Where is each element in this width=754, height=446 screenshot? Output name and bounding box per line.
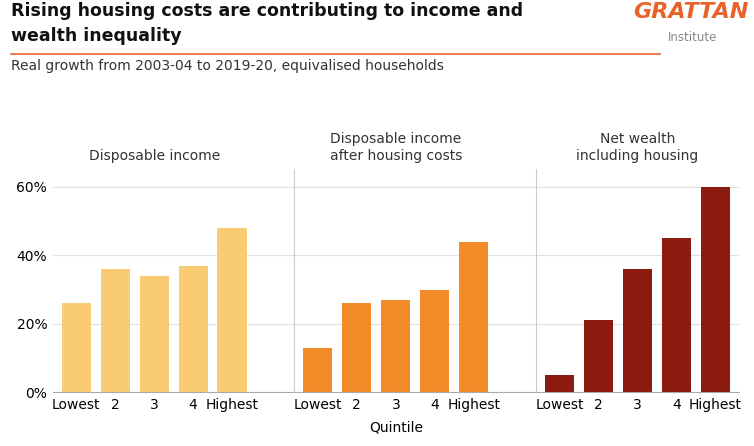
Text: Disposable income: Disposable income <box>88 149 219 163</box>
Bar <box>342 303 372 392</box>
Bar <box>545 376 575 392</box>
Bar <box>139 276 169 392</box>
Bar <box>100 269 130 392</box>
Bar <box>701 186 730 392</box>
Bar <box>459 242 489 392</box>
X-axis label: Quintile: Quintile <box>369 421 423 434</box>
Text: Institute: Institute <box>668 31 717 44</box>
Bar <box>217 228 247 392</box>
Bar <box>179 265 208 392</box>
Text: Real growth from 2003-04 to 2019-20, equivalised households: Real growth from 2003-04 to 2019-20, equ… <box>11 59 444 73</box>
Bar <box>382 300 410 392</box>
Bar <box>303 348 333 392</box>
Bar <box>420 289 449 392</box>
Bar <box>62 303 90 392</box>
Text: Rising housing costs are contributing to income and: Rising housing costs are contributing to… <box>11 2 523 20</box>
Text: wealth inequality: wealth inequality <box>11 27 182 45</box>
Bar <box>584 320 613 392</box>
Text: GRATTAN: GRATTAN <box>633 2 749 22</box>
Text: Net wealth
including housing: Net wealth including housing <box>577 132 699 163</box>
Bar <box>662 238 691 392</box>
Text: Disposable income
after housing costs: Disposable income after housing costs <box>329 132 462 163</box>
Bar <box>623 269 652 392</box>
